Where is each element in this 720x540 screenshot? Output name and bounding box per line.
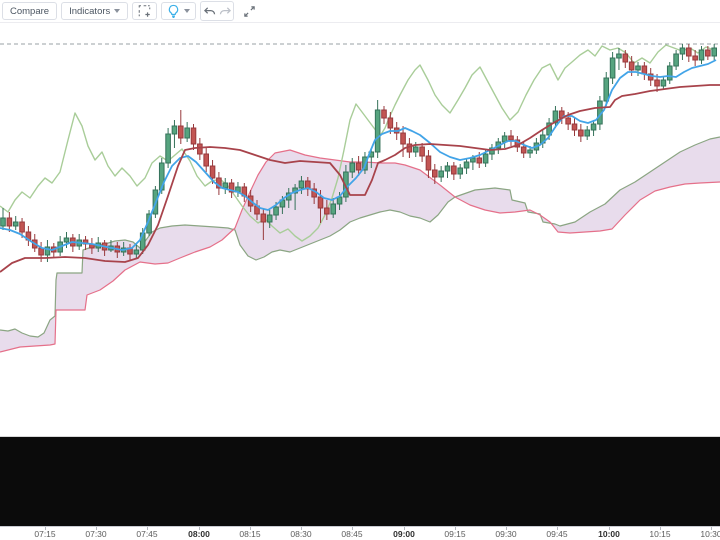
ideas-button[interactable] bbox=[161, 2, 197, 20]
chevron-down-icon bbox=[184, 9, 191, 13]
axis-tick bbox=[455, 527, 456, 530]
axis-tick bbox=[557, 527, 558, 530]
axis-tick bbox=[96, 527, 97, 530]
axis-label: 07:15 bbox=[34, 529, 56, 539]
axis-label: 08:45 bbox=[341, 529, 363, 539]
indicators-label: Indicators bbox=[69, 5, 111, 17]
axis-label: 07:45 bbox=[136, 529, 158, 539]
axis-tick bbox=[250, 527, 251, 530]
chevron-down-icon bbox=[114, 9, 121, 13]
axis-label: 10:30 bbox=[700, 529, 720, 539]
axis-tick bbox=[352, 527, 353, 530]
undo-redo-group bbox=[200, 1, 235, 21]
compare-label: Compare bbox=[10, 5, 50, 17]
chart-toolbar: Compare Indicators bbox=[0, 0, 720, 23]
axis-label: 10:15 bbox=[649, 529, 671, 539]
redo-button[interactable] bbox=[217, 3, 233, 19]
fullscreen-button[interactable] bbox=[238, 2, 262, 20]
axis-label: 09:15 bbox=[444, 529, 466, 539]
branding-banner: tradingfields.com G+ /tradingfields bbox=[0, 436, 720, 526]
axis-tick bbox=[199, 527, 200, 530]
undo-button[interactable] bbox=[201, 3, 217, 19]
axis-tick bbox=[301, 527, 302, 530]
axis-tick bbox=[147, 527, 148, 530]
axis-tick bbox=[45, 527, 46, 530]
indicators-button[interactable]: Indicators bbox=[61, 2, 129, 20]
redo-icon bbox=[219, 6, 231, 14]
lightbulb-icon bbox=[169, 4, 179, 18]
axis-tick bbox=[711, 527, 712, 530]
axis-tick bbox=[660, 527, 661, 530]
snapshot-button[interactable] bbox=[132, 2, 158, 20]
snapshot-area-icon bbox=[138, 5, 151, 17]
fullscreen-icon bbox=[244, 5, 256, 17]
axis-label: 07:30 bbox=[85, 529, 107, 539]
axis-label: 08:15 bbox=[239, 529, 261, 539]
axis-tick bbox=[506, 527, 507, 530]
axis-tick bbox=[609, 527, 610, 530]
axis-label: 08:30 bbox=[290, 529, 312, 539]
time-axis[interactable]: 07:15 07:30 07:45 08:00 08:15 08:30 08:45 09:00… bbox=[0, 526, 720, 540]
axis-label: 09:00 bbox=[393, 529, 415, 539]
compare-button[interactable]: Compare bbox=[2, 2, 58, 20]
axis-label: 09:30 bbox=[495, 529, 517, 539]
axis-label: 09:45 bbox=[546, 529, 568, 539]
axis-tick bbox=[404, 527, 405, 530]
axis-label: 10:00 bbox=[598, 529, 620, 539]
axis-label: 08:00 bbox=[188, 529, 210, 539]
undo-icon bbox=[203, 6, 215, 14]
